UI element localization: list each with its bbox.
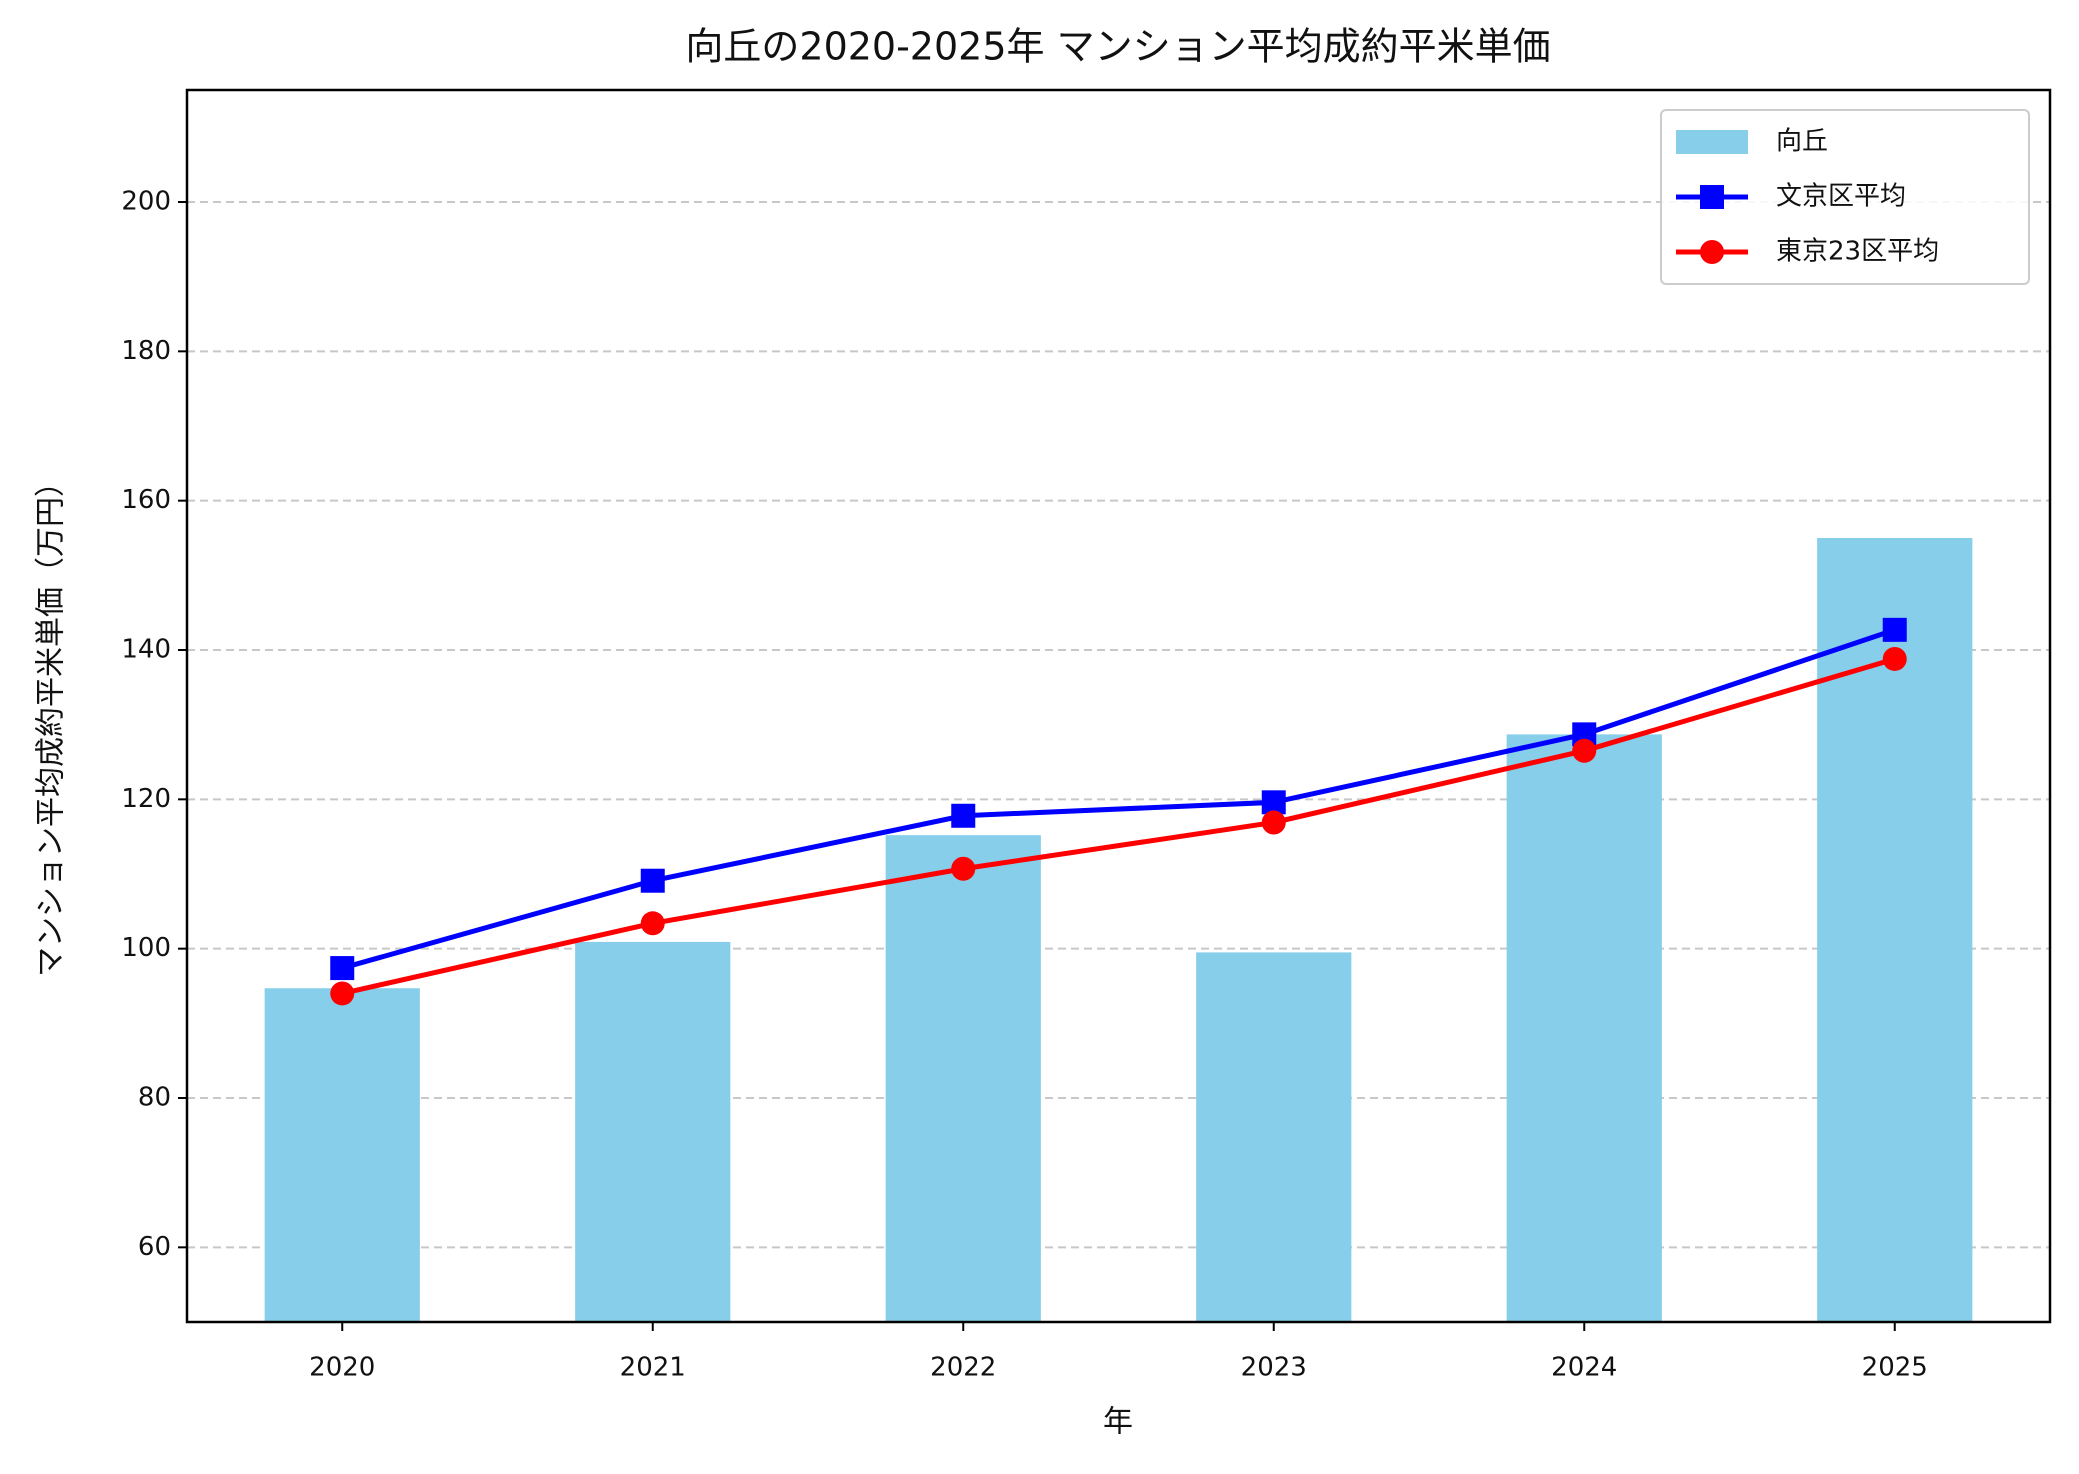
- y-tick-label: 180: [121, 336, 171, 366]
- x-tick-label: 2022: [930, 1353, 996, 1383]
- marker: [1572, 738, 1597, 763]
- y-tick-label: 100: [121, 933, 171, 963]
- line: [341, 627, 1896, 971]
- legend-label: 文京区平均: [1776, 182, 1906, 212]
- marker: [951, 803, 976, 828]
- legend-box: [1660, 109, 2030, 285]
- y-axis-label: マンション平均成約平米単価（万円）: [34, 467, 69, 977]
- marker: [330, 981, 355, 1006]
- marker: [640, 911, 665, 936]
- y-tick-label: 80: [138, 1083, 171, 1113]
- chart-title: 向丘の2020-2025年 マンション平均成約平米単価: [685, 25, 1550, 69]
- marker: [951, 856, 976, 881]
- bar: [1196, 952, 1352, 1322]
- bar: [264, 988, 420, 1322]
- x-tick-label: 2025: [1862, 1353, 1928, 1383]
- bar: [1506, 734, 1662, 1322]
- marker: [330, 956, 355, 981]
- legend-marker: [1700, 240, 1724, 264]
- legend-swatch: [1676, 130, 1748, 154]
- bar: [885, 835, 1041, 1322]
- x-tick-label: 2024: [1551, 1353, 1617, 1383]
- x-tick-label: 2020: [309, 1353, 375, 1383]
- legend-label: 東京23区平均: [1776, 237, 1939, 267]
- marker: [1882, 617, 1907, 642]
- y-tick-label: 200: [121, 187, 171, 217]
- y-tick-label: 160: [121, 485, 171, 515]
- marker: [1261, 790, 1286, 815]
- x-tick-label: 2023: [1241, 1353, 1307, 1383]
- y-tick-label: 140: [121, 635, 171, 665]
- x-tick-label: 2021: [620, 1353, 686, 1383]
- marker: [1261, 810, 1286, 835]
- y-tick-label: 60: [138, 1232, 171, 1262]
- y-tick-label: 120: [121, 784, 171, 814]
- legend-label: 向丘: [1776, 127, 1828, 157]
- x-axis-label: 年: [1103, 1405, 1133, 1440]
- line: [341, 656, 1896, 996]
- marker: [1882, 646, 1907, 671]
- bar: [575, 941, 731, 1322]
- legend-marker: [1700, 185, 1724, 209]
- plot-frame: [185, 88, 2052, 1324]
- marker: [640, 868, 665, 893]
